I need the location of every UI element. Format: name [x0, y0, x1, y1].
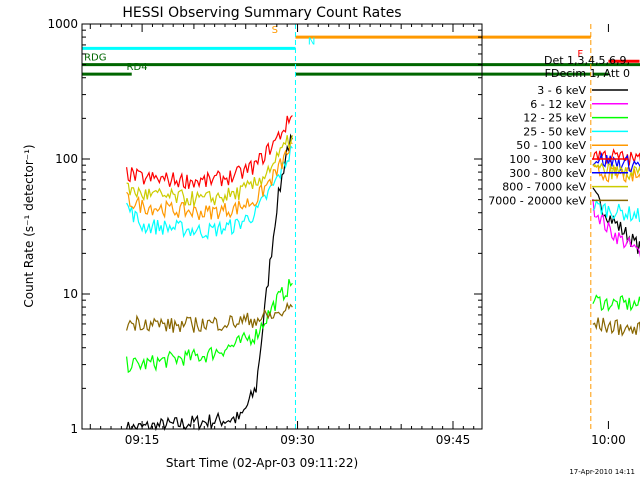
flag-label-s: S — [272, 25, 278, 36]
flag-label-rdg: RDG — [84, 53, 106, 64]
legend-label: 800 - 7000 keV — [502, 181, 586, 194]
count-rate-series — [126, 115, 640, 432]
flag-label-rd4: RD4 — [127, 62, 148, 73]
series-trace-4-seg-0 — [126, 141, 293, 221]
state-change-lines — [294, 24, 592, 429]
legend-label: 300 - 800 keV — [509, 167, 586, 180]
series-trace-8-seg-0 — [126, 301, 293, 333]
detector-info: Det 1,3,4,5,6,9, — [544, 54, 630, 67]
observing-flags: S N F RDG RD4 — [82, 25, 640, 76]
y-tick-label: 1 — [70, 422, 78, 436]
chart-title: HESSI Observing Summary Count Rates — [122, 5, 401, 21]
x-tick-label: 09:15 — [125, 433, 160, 447]
x-tick-label: 09:30 — [280, 433, 315, 447]
y-tick-label: 100 — [55, 152, 78, 166]
x-axis-label: Start Time (02-Apr-03 09:11:22) — [166, 456, 358, 470]
flag-label-f: F — [577, 49, 583, 60]
legend-label: 3 - 6 keV — [537, 84, 586, 97]
legend-label: 12 - 25 keV — [523, 112, 586, 125]
x-tick-label: 10:00 — [591, 433, 626, 447]
series-trace-5-seg-0 — [126, 115, 293, 190]
legend-label: 7000 - 20000 keV — [488, 194, 586, 207]
legend: Det 1,3,4,5,6,9, FDecim 1, Att 0 3 - 6 k… — [488, 54, 630, 207]
legend-label: 100 - 300 keV — [509, 153, 586, 166]
series-trace-7-seg-0 — [126, 135, 293, 207]
series-trace-2-seg-0 — [126, 279, 293, 374]
decimation-info: FDecim 1, Att 0 — [545, 67, 630, 80]
legend-label: 50 - 100 keV — [516, 139, 586, 152]
legend-label: 25 - 50 keV — [523, 125, 586, 138]
legend-label: 6 - 12 keV — [530, 98, 586, 111]
flag-label-n: N — [308, 36, 315, 47]
generation-timestamp: 17-Apr-2010 14:11 — [569, 468, 635, 476]
x-tick-label: 09:45 — [436, 433, 471, 447]
y-tick-label: 10 — [63, 287, 78, 301]
y-axis: 1 10 100 1000 — [47, 17, 482, 436]
series-trace-0-seg-0 — [126, 133, 293, 432]
series-trace-3-seg-0 — [126, 144, 293, 240]
y-tick-label: 1000 — [47, 17, 78, 31]
plot-frame — [81, 23, 483, 430]
y-axis-label: Count Rate (s⁻¹ detector⁻¹) — [22, 144, 36, 307]
